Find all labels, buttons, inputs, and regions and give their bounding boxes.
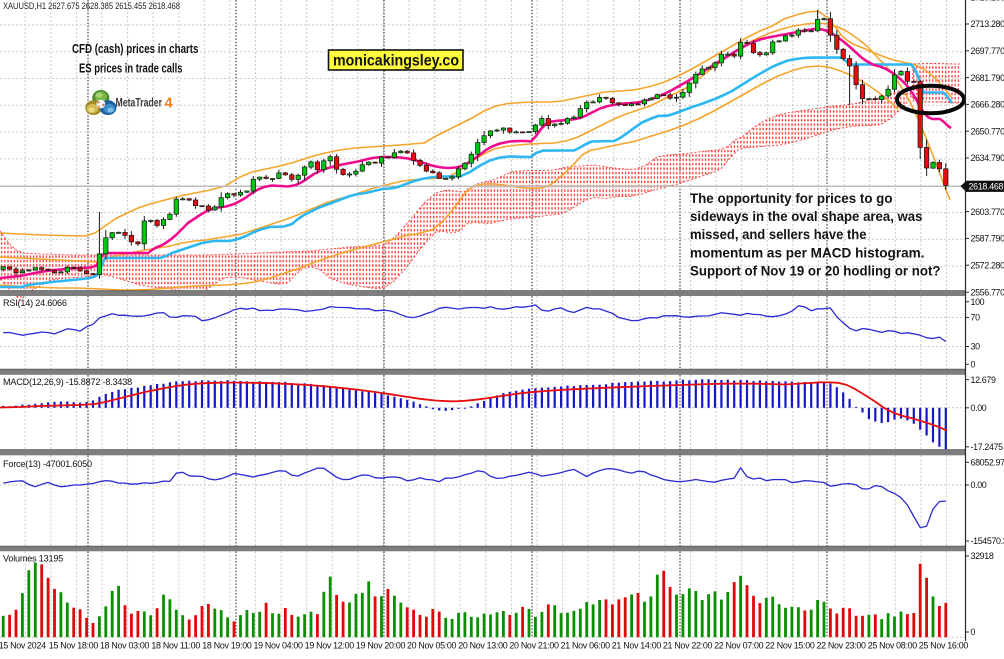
svg-text:monicakingsley.co: monicakingsley.co	[333, 53, 459, 70]
svg-text:19 Nov 20:00: 19 Nov 20:00	[356, 640, 406, 650]
svg-text:CFD (cash) prices in charts: CFD (cash) prices in charts	[72, 41, 199, 56]
svg-text:19 Nov 12:00: 19 Nov 12:00	[305, 640, 355, 650]
svg-text:2603.770: 2603.770	[971, 207, 1004, 217]
svg-text:70: 70	[971, 313, 981, 323]
svg-text:MetaTrader: MetaTrader	[116, 96, 163, 110]
svg-text:18 Nov 11:00: 18 Nov 11:00	[151, 640, 200, 650]
svg-text:100: 100	[971, 297, 985, 307]
svg-text:4: 4	[165, 96, 173, 112]
svg-text:2587.790: 2587.790	[971, 234, 1004, 244]
svg-text:20 Nov 21:00: 20 Nov 21:00	[509, 640, 559, 650]
svg-text:2713.280: 2713.280	[971, 19, 1004, 29]
svg-text:0: 0	[971, 627, 976, 637]
svg-text:22 Nov 23:00: 22 Nov 23:00	[816, 640, 866, 650]
svg-text:68052.9782: 68052.9782	[971, 458, 1004, 468]
svg-text:Force(13) -47001.6050: Force(13) -47001.6050	[3, 459, 92, 469]
svg-text:30: 30	[971, 342, 981, 352]
svg-text:15 Nov 18:00: 15 Nov 18:00	[49, 640, 99, 650]
svg-text:18 Nov 19:00: 18 Nov 19:00	[202, 640, 252, 650]
svg-text:2572.280: 2572.280	[971, 260, 1004, 270]
svg-text:2556.770: 2556.770	[971, 287, 1004, 297]
svg-text:21 Nov 06:00: 21 Nov 06:00	[561, 640, 611, 650]
svg-text:RSI(14) 24.6066: RSI(14) 24.6066	[3, 298, 67, 308]
svg-text:20 Nov 05:00: 20 Nov 05:00	[407, 640, 457, 650]
svg-text:Support of Nov 19 or 20 hodlin: Support of Nov 19 or 20 hodling or not?	[690, 264, 941, 279]
svg-text:22 Nov 15:00: 22 Nov 15:00	[765, 640, 815, 650]
svg-text:sideways in the oval shape are: sideways in the oval shape area, was	[690, 209, 923, 224]
svg-text:XAUUSD,H1 2627.675 2628.385 26: XAUUSD,H1 2627.675 2628.385 2615.455 261…	[3, 0, 180, 11]
svg-text:21 Nov 22:00: 21 Nov 22:00	[663, 640, 713, 650]
svg-text:Volumes 13195: Volumes 13195	[3, 554, 63, 564]
svg-text:-154570.39: -154570.39	[971, 536, 1004, 546]
svg-text:missed, and sellers have the: missed, and sellers have the	[690, 227, 867, 242]
svg-text:18 Nov 03:00: 18 Nov 03:00	[100, 640, 150, 650]
svg-text:20 Nov 13:00: 20 Nov 13:00	[458, 640, 508, 650]
svg-text:momentum as per MACD histogram: momentum as per MACD histogram.	[690, 245, 925, 260]
svg-text:22 Nov 07:00: 22 Nov 07:00	[714, 640, 764, 650]
svg-text:MACD(12,26,9) -15.8872 -8.3438: MACD(12,26,9) -15.8872 -8.3438	[3, 377, 132, 387]
svg-text:2729.260: 2729.260	[971, 0, 1004, 3]
svg-text:15 Nov 2024: 15 Nov 2024	[0, 640, 46, 650]
svg-text:2697.770: 2697.770	[971, 46, 1004, 56]
svg-text:2666.280: 2666.280	[971, 100, 1004, 110]
svg-text:0.00: 0.00	[971, 480, 987, 490]
svg-text:21 Nov 14:00: 21 Nov 14:00	[612, 640, 662, 650]
svg-text:The opportunity for prices to: The opportunity for prices to go	[690, 191, 893, 206]
svg-text:-17.2475: -17.2475	[971, 442, 1004, 452]
svg-text:12.679: 12.679	[971, 375, 996, 385]
svg-text:0: 0	[971, 360, 976, 370]
svg-text:19 Nov 04:00: 19 Nov 04:00	[253, 640, 303, 650]
svg-text:2681.790: 2681.790	[971, 73, 1004, 83]
svg-text:2650.770: 2650.770	[971, 126, 1004, 136]
svg-text:25 Nov 16:00: 25 Nov 16:00	[919, 640, 969, 650]
svg-text:32918: 32918	[971, 551, 994, 561]
svg-text:2618.468: 2618.468	[969, 182, 1004, 192]
svg-text:25 Nov 08:00: 25 Nov 08:00	[868, 640, 918, 650]
svg-text:ES prices in trade calls: ES prices in trade calls	[79, 61, 183, 76]
svg-text:2634.790: 2634.790	[971, 153, 1004, 163]
svg-text:0.00: 0.00	[971, 403, 987, 413]
